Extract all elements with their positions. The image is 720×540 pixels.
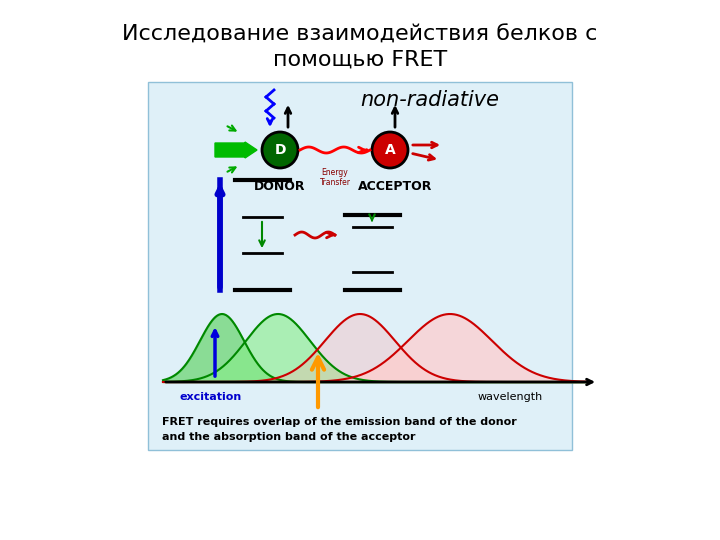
Text: and the absorption band of the acceptor: and the absorption band of the acceptor [162,432,415,442]
Text: non-radiative: non-radiative [361,90,500,110]
Text: excitation: excitation [180,392,242,402]
Text: A: A [384,143,395,157]
Text: помощью FRET: помощью FRET [273,50,447,70]
FancyBboxPatch shape [148,82,572,450]
Text: ACCEPTOR: ACCEPTOR [358,179,432,192]
Text: Исследование взаимодействия белков с: Исследование взаимодействия белков с [122,25,598,45]
FancyArrow shape [215,142,257,158]
Text: FRET requires overlap of the emission band of the donor: FRET requires overlap of the emission ba… [162,417,517,427]
Text: DONOR: DONOR [254,179,306,192]
Circle shape [262,132,298,168]
Text: Energy
Transfer: Energy Transfer [320,168,351,187]
Circle shape [372,132,408,168]
Text: D: D [274,143,286,157]
Text: wavelength: wavelength [477,392,543,402]
